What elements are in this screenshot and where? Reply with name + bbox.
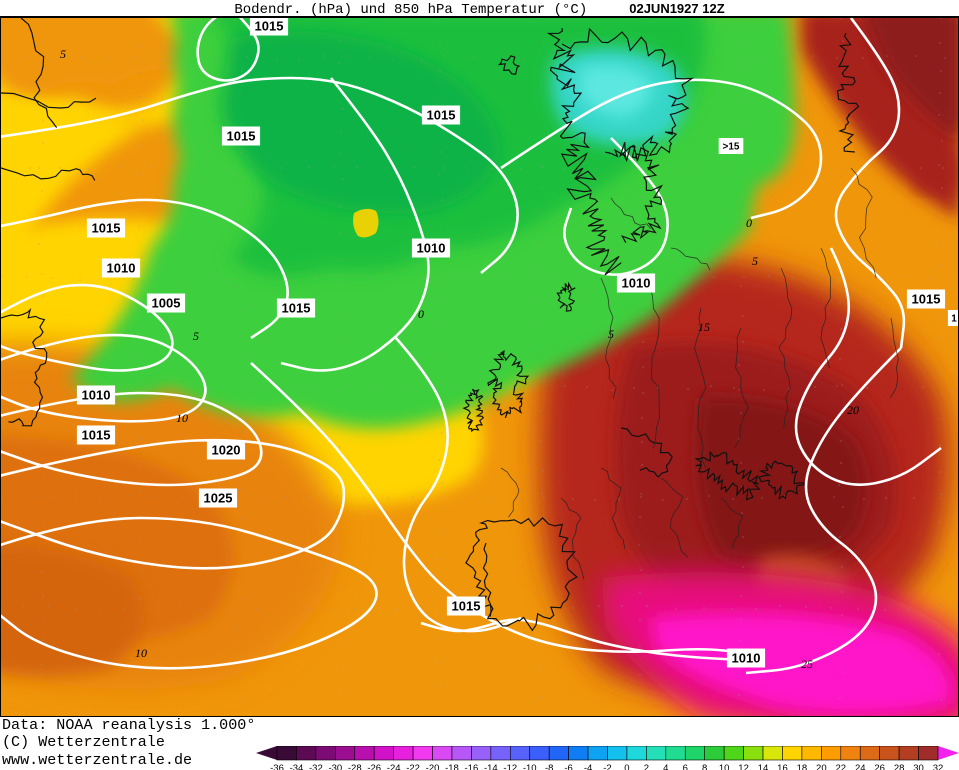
svg-text:-22: -22	[406, 763, 420, 770]
svg-text:20: 20	[847, 403, 859, 417]
svg-text:14: 14	[758, 763, 769, 770]
svg-text:1015: 1015	[282, 301, 311, 316]
svg-text:5: 5	[60, 47, 66, 61]
svg-text:26: 26	[874, 763, 885, 770]
svg-text:1010: 1010	[417, 241, 446, 256]
svg-text:-12: -12	[503, 763, 517, 770]
svg-text:1015: 1015	[255, 19, 284, 34]
svg-text:28: 28	[894, 763, 905, 770]
svg-text:24: 24	[855, 763, 866, 770]
svg-text:1015: 1015	[92, 221, 121, 236]
svg-text:1010: 1010	[107, 261, 136, 276]
svg-text:25: 25	[801, 657, 813, 671]
svg-text:16: 16	[777, 763, 788, 770]
svg-text:20: 20	[816, 763, 827, 770]
svg-text:-6: -6	[564, 763, 572, 770]
svg-text:8: 8	[702, 763, 707, 770]
svg-text:1020: 1020	[212, 443, 241, 458]
svg-text:6: 6	[683, 763, 688, 770]
svg-text:5: 5	[608, 327, 614, 341]
svg-text:1015: 1015	[912, 292, 941, 307]
svg-text:18: 18	[797, 763, 808, 770]
svg-text:1015: 1015	[82, 428, 111, 443]
svg-text:-30: -30	[328, 763, 342, 770]
svg-text:1010: 1010	[82, 388, 111, 403]
svg-text:10: 10	[176, 411, 188, 425]
svg-text:2: 2	[644, 763, 649, 770]
svg-text:0: 0	[746, 216, 752, 230]
svg-text:1015: 1015	[227, 129, 256, 144]
svg-text:-14: -14	[484, 763, 498, 770]
svg-text:-20: -20	[426, 763, 440, 770]
svg-text:0: 0	[418, 307, 424, 321]
svg-text:1010: 1010	[732, 651, 761, 666]
svg-text:10: 10	[719, 763, 730, 770]
svg-text:30: 30	[913, 763, 924, 770]
svg-text:1015: 1015	[452, 599, 481, 614]
svg-text:>15: >15	[723, 142, 740, 153]
svg-text:1010: 1010	[622, 276, 651, 291]
svg-text:10: 10	[135, 646, 147, 660]
svg-text:-32: -32	[309, 763, 323, 770]
svg-text:5: 5	[752, 254, 758, 268]
svg-text:0: 0	[624, 763, 629, 770]
svg-text:-36: -36	[270, 763, 284, 770]
svg-text:12: 12	[738, 763, 749, 770]
svg-text:1025: 1025	[204, 491, 233, 506]
svg-text:-28: -28	[348, 763, 362, 770]
svg-text:-18: -18	[445, 763, 459, 770]
svg-text:-16: -16	[465, 763, 479, 770]
svg-text:5: 5	[193, 329, 199, 343]
svg-text:1015: 1015	[427, 108, 456, 123]
svg-text:-26: -26	[367, 763, 381, 770]
svg-text:-2: -2	[603, 763, 611, 770]
svg-text:22: 22	[836, 763, 847, 770]
svg-text:-8: -8	[545, 763, 553, 770]
svg-text:4: 4	[663, 763, 668, 770]
svg-text:-4: -4	[584, 763, 592, 770]
svg-text:-34: -34	[290, 763, 304, 770]
svg-text:-10: -10	[523, 763, 537, 770]
svg-text:1: 1	[951, 314, 957, 325]
svg-text:32: 32	[933, 763, 944, 770]
svg-text:-24: -24	[387, 763, 401, 770]
svg-text:1005: 1005	[152, 296, 181, 311]
